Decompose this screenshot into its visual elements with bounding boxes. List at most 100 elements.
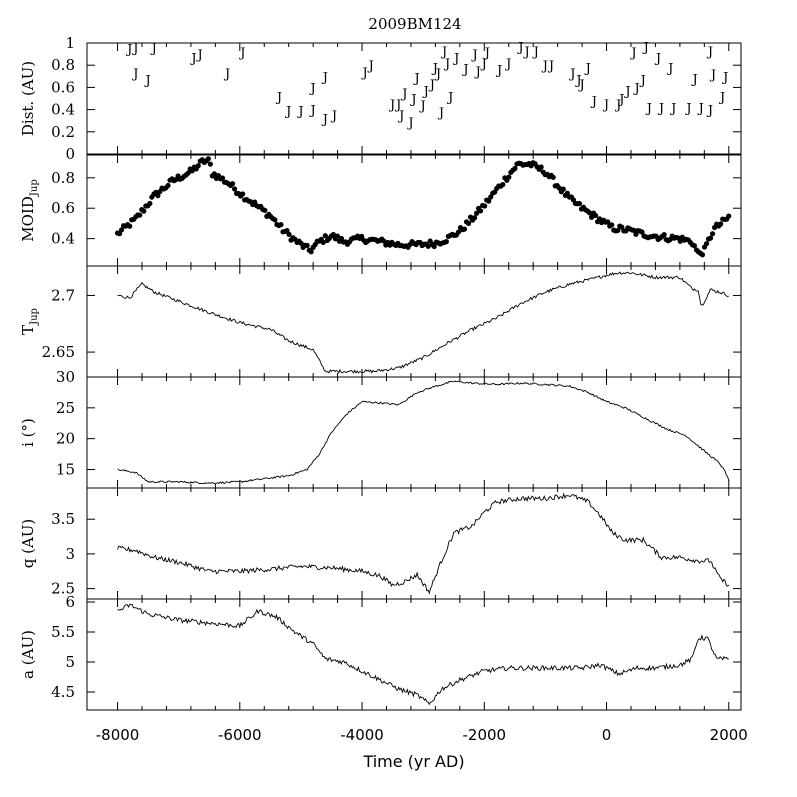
panel-frame-tjup xyxy=(86,265,742,378)
y-tick-label: 2.65 xyxy=(42,343,75,361)
data-point xyxy=(550,174,556,180)
data-point xyxy=(195,163,201,169)
y-tick-label: 0.8 xyxy=(51,169,75,187)
data-point xyxy=(431,243,437,250)
y-tick-label: 20 xyxy=(56,430,75,448)
series-line-tjup xyxy=(117,271,729,374)
data-point xyxy=(425,243,431,249)
data-point xyxy=(639,229,645,235)
data-point-J: J xyxy=(434,67,441,82)
data-point-J: J xyxy=(516,40,523,55)
data-point-J: J xyxy=(388,98,395,113)
data-point xyxy=(631,227,637,233)
data-point-J: J xyxy=(642,40,649,55)
data-point xyxy=(461,226,468,232)
data-point xyxy=(703,241,710,247)
data-point-J: J xyxy=(495,64,502,79)
x-tick-label: -4000 xyxy=(340,726,384,744)
data-point xyxy=(304,242,310,249)
y-axis-label-subscript: Jup xyxy=(29,179,40,197)
panel-q: 2.5 3 3.5 q (AU) xyxy=(19,487,742,600)
data-point xyxy=(478,208,484,214)
data-point-J: J xyxy=(639,74,646,89)
y-tick-label: 30 xyxy=(56,368,75,386)
data-point xyxy=(127,223,133,229)
x-axis: -8000 -6000 -4000 -2000 0 2000 xyxy=(96,726,748,744)
data-point xyxy=(538,164,544,170)
data-point xyxy=(118,227,125,233)
data-point-J: J xyxy=(422,85,429,100)
x-tick-label: 2000 xyxy=(710,726,748,744)
data-point xyxy=(231,186,238,192)
data-point xyxy=(455,229,462,235)
data-point-J: J xyxy=(706,45,713,60)
data-point-J: J xyxy=(504,57,511,72)
y-tick-label: 1 xyxy=(65,34,75,52)
y-tick-label: 0.4 xyxy=(51,101,75,119)
data-point-J: J xyxy=(574,74,581,89)
data-point xyxy=(286,231,292,237)
data-point xyxy=(141,208,147,214)
data-point-J: J xyxy=(480,57,487,72)
data-point-J: J xyxy=(602,98,609,113)
data-point xyxy=(155,193,161,199)
data-point-J: J xyxy=(709,68,716,83)
data-point-J: J xyxy=(452,51,459,66)
y-axis-label-dist: Dist. (AU) xyxy=(19,61,37,136)
data-point xyxy=(116,231,123,237)
data-point-J: J xyxy=(632,81,639,96)
data-point-J: J xyxy=(189,51,196,66)
data-point-J: J xyxy=(238,46,245,61)
data-point-J: J xyxy=(522,45,529,60)
y-tick-label: 0.8 xyxy=(51,56,75,74)
y-axis-label-tjup: TJup xyxy=(19,308,40,335)
data-point xyxy=(564,190,570,196)
data-point xyxy=(488,194,494,200)
data-point-J: J xyxy=(461,63,468,78)
data-point xyxy=(605,219,611,225)
data-point-J: J xyxy=(483,46,490,61)
data-point xyxy=(147,200,153,207)
data-point-J: J xyxy=(125,43,132,58)
data-point-J: J xyxy=(443,57,450,72)
data-point xyxy=(677,238,683,244)
data-point xyxy=(262,207,268,213)
panel-incl: 15 20 25 30 i (°) xyxy=(19,368,742,489)
data-point xyxy=(486,198,492,204)
data-point xyxy=(207,161,213,167)
x-tick-label: -8000 xyxy=(96,726,140,744)
y-axis-label-moid: MOIDJup xyxy=(19,179,40,241)
data-point-J: J xyxy=(321,70,328,85)
data-point-J: J xyxy=(284,105,291,120)
data-point-J: J xyxy=(684,101,691,116)
data-point xyxy=(240,191,246,197)
data-point xyxy=(320,239,326,246)
y-tick-label: 3 xyxy=(65,545,75,563)
data-point xyxy=(278,222,284,228)
data-point xyxy=(330,231,336,238)
data-point-J: J xyxy=(309,81,316,96)
data-point-J: J xyxy=(428,78,435,93)
data-point xyxy=(334,233,341,239)
chart-title: 2009BM124 xyxy=(368,15,461,33)
data-point xyxy=(165,182,171,189)
data-point xyxy=(473,210,480,216)
data-point xyxy=(609,222,615,228)
panel-frame-dist xyxy=(86,42,742,155)
y-axis-label-incl: i (°) xyxy=(19,418,37,447)
data-point xyxy=(709,231,716,237)
data-point xyxy=(512,165,518,172)
data-point xyxy=(229,181,236,187)
data-point-J: J xyxy=(614,98,621,113)
data-point-J: J xyxy=(131,67,138,82)
y-tick-label: 5.5 xyxy=(51,623,75,641)
y-axis-label-a: a (AU) xyxy=(19,630,37,679)
data-point xyxy=(726,213,732,219)
data-point xyxy=(185,170,191,176)
data-point-J: J xyxy=(330,109,337,124)
y-axis-label-q: q (AU) xyxy=(19,519,37,569)
data-point-J: J xyxy=(440,45,447,60)
data-point xyxy=(205,156,211,162)
